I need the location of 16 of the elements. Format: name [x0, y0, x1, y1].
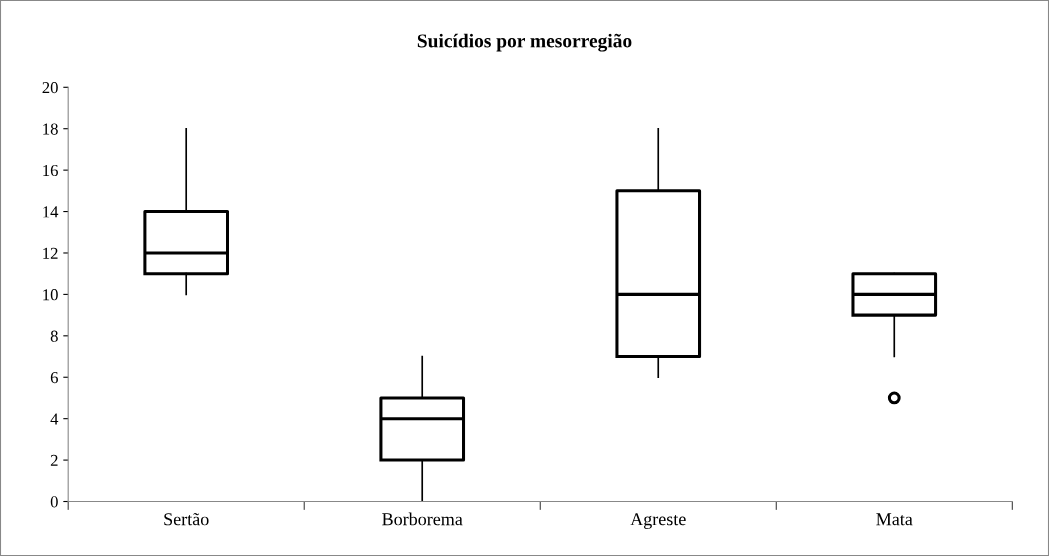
x-tick-label: Borborema — [382, 512, 463, 526]
x-tick-label: Mata — [876, 513, 913, 526]
y-tick-label: 2 — [50, 454, 58, 466]
y-tick-label: 12 — [43, 247, 58, 259]
y-tick-label: 18 — [43, 123, 58, 135]
y-tick-label: 14 — [43, 206, 59, 218]
y-tick-label: 16 — [43, 164, 58, 177]
y-tick-label: 0 — [50, 496, 58, 508]
chart-title: Suicídios por mesorregião — [417, 33, 632, 52]
y-tick-label: 4 — [50, 413, 59, 425]
x-tick-label: Sertão — [164, 512, 209, 526]
y-tick-label: 10 — [43, 289, 58, 301]
x-tick-label: Agreste — [630, 513, 686, 529]
y-tick-label: 20 — [42, 81, 58, 94]
y-tick-label: 6 — [50, 371, 58, 384]
y-tick-label: 8 — [50, 330, 58, 342]
